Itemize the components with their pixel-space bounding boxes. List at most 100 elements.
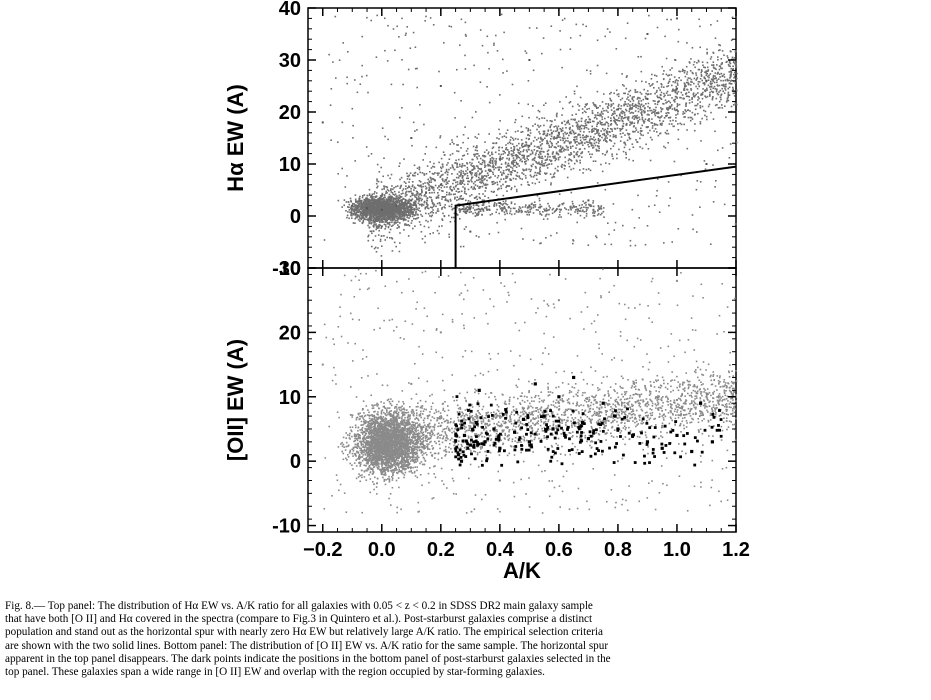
background-point: [596, 118, 598, 120]
background-point: [717, 93, 720, 96]
background-point: [697, 80, 700, 83]
background-point: [675, 85, 677, 88]
background-point: [563, 164, 565, 167]
background-point: [612, 145, 615, 147]
background-point: [343, 199, 346, 201]
background-point: [476, 179, 478, 182]
background-point: [415, 204, 418, 207]
background-point: [378, 227, 380, 229]
background-point: [411, 215, 414, 218]
background-point: [413, 207, 416, 210]
background-point: [701, 93, 704, 96]
background-point: [489, 158, 492, 160]
background-point: [685, 92, 688, 94]
background-point: [570, 147, 572, 149]
background-point: [626, 22, 629, 24]
background-point: [477, 153, 479, 155]
background-point: [389, 205, 392, 208]
background-point: [551, 132, 553, 134]
background-point: [384, 212, 387, 214]
background-point: [706, 51, 708, 54]
background-point: [560, 128, 563, 131]
background-point: [501, 174, 503, 176]
background-point: [555, 125, 557, 127]
background-point: [430, 187, 433, 189]
background-point: [572, 130, 575, 133]
background-point: [578, 210, 581, 212]
background-point: [365, 211, 367, 214]
background-point: [636, 114, 638, 117]
background-point: [577, 209, 580, 212]
background-point: [464, 187, 466, 189]
background-point: [696, 78, 698, 80]
background-point: [635, 104, 637, 106]
background-point: [415, 211, 417, 213]
background-point: [422, 204, 425, 206]
background-point: [583, 202, 586, 204]
background-point: [501, 204, 504, 206]
background-point: [392, 210, 394, 213]
background-point: [421, 189, 423, 192]
background-point: [637, 96, 639, 99]
background-point: [376, 227, 378, 230]
background-point: [723, 54, 725, 56]
background-point: [352, 206, 355, 208]
background-point: [362, 201, 365, 203]
background-point: [393, 194, 396, 196]
background-point: [354, 213, 357, 216]
background-point: [438, 185, 440, 187]
background-point: [481, 181, 484, 183]
background-point: [578, 128, 581, 131]
background-point: [733, 77, 735, 79]
background-point: [365, 206, 367, 208]
background-point: [365, 209, 368, 211]
background-point: [592, 212, 594, 214]
background-point: [735, 59, 738, 62]
background-point: [561, 151, 563, 153]
background-point: [459, 209, 461, 211]
background-point: [401, 215, 404, 217]
background-point: [414, 204, 416, 206]
background-point: [400, 184, 403, 187]
background-point: [733, 92, 736, 94]
background-point: [612, 157, 614, 160]
background-point: [466, 162, 468, 164]
background-point: [494, 202, 496, 204]
background-point: [356, 215, 358, 218]
background-point: [367, 224, 369, 227]
background-point: [499, 180, 501, 183]
background-point: [377, 198, 380, 201]
background-point: [496, 181, 498, 184]
background-point: [363, 198, 366, 201]
background-point: [575, 125, 578, 127]
background-point: [715, 89, 718, 91]
background-point: [538, 151, 541, 154]
background-point: [514, 130, 517, 133]
background-point: [469, 204, 471, 206]
background-point: [706, 95, 709, 98]
background-point: [472, 204, 475, 207]
background-point: [375, 217, 378, 220]
background-point: [693, 61, 696, 63]
background-point: [708, 76, 710, 79]
background-point: [508, 152, 510, 154]
background-point: [476, 149, 479, 152]
background-point: [610, 109, 613, 111]
background-point: [372, 219, 375, 221]
background-point: [380, 202, 383, 205]
background-point: [516, 155, 519, 157]
background-point: [716, 79, 718, 81]
background-point: [388, 196, 390, 199]
background-point: [405, 188, 407, 190]
background-point: [352, 202, 354, 205]
background-point: [686, 79, 689, 81]
background-point: [677, 123, 679, 125]
background-point: [615, 134, 617, 137]
background-point: [455, 190, 458, 192]
background-point: [380, 215, 382, 217]
background-point: [647, 110, 649, 112]
background-point: [487, 151, 490, 153]
background-point: [589, 121, 592, 123]
background-point: [384, 203, 386, 205]
background-point: [412, 227, 414, 230]
